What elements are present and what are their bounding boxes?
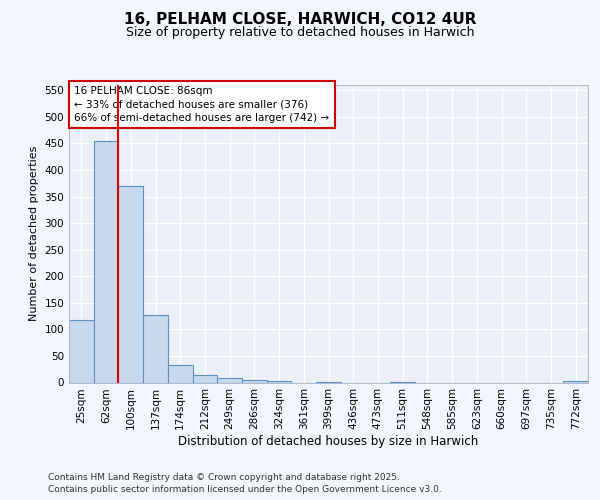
Bar — [94, 141, 118, 382]
Bar — [168, 365, 193, 382]
Text: 16 PELHAM CLOSE: 86sqm
← 33% of detached houses are smaller (376)
66% of semi-de: 16 PELHAM CLOSE: 86sqm ← 33% of detached… — [74, 86, 329, 123]
Text: Contains public sector information licensed under the Open Government Licence v3: Contains public sector information licen… — [48, 485, 442, 494]
Bar — [217, 378, 242, 382]
Bar — [69, 320, 94, 382]
Text: 16, PELHAM CLOSE, HARWICH, CO12 4UR: 16, PELHAM CLOSE, HARWICH, CO12 4UR — [124, 12, 476, 28]
Bar — [242, 380, 267, 382]
Bar — [143, 315, 168, 382]
Text: Size of property relative to detached houses in Harwich: Size of property relative to detached ho… — [126, 26, 474, 39]
Bar — [193, 374, 217, 382]
X-axis label: Distribution of detached houses by size in Harwich: Distribution of detached houses by size … — [178, 435, 479, 448]
Bar — [118, 186, 143, 382]
Text: Contains HM Land Registry data © Crown copyright and database right 2025.: Contains HM Land Registry data © Crown c… — [48, 472, 400, 482]
Y-axis label: Number of detached properties: Number of detached properties — [29, 146, 39, 322]
